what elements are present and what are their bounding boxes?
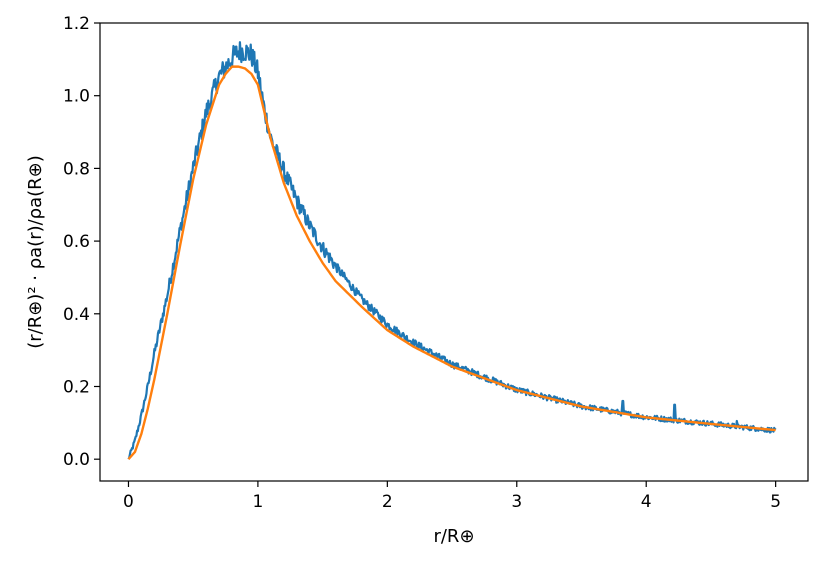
y-tick-label: 0.2: [63, 377, 90, 397]
x-axis-label: r/R⊕: [433, 526, 474, 547]
x-axis-label-text: r/R⊕: [433, 526, 474, 547]
plot-area: [99, 22, 809, 482]
axes-frame: [99, 22, 809, 482]
y-axis-label-text: (r/R⊕)² · ρa(r)/ρa(R⊕): [25, 155, 46, 349]
x-tick-label: 3: [511, 492, 522, 512]
y-tick-label: 0.4: [63, 305, 90, 325]
y-tick-label: 0.8: [63, 159, 90, 179]
x-axis-ticks: 0 1 2 3 4 5: [123, 481, 781, 512]
series-line-smooth: [127, 65, 776, 460]
x-tick-label: 2: [382, 492, 393, 512]
series-layer: [127, 41, 777, 460]
x-tick-label: 4: [641, 492, 652, 512]
y-axis-label: (r/R⊕)² · ρa(r)/ρa(R⊕): [25, 155, 46, 349]
y-tick-label: 1.2: [63, 14, 90, 34]
x-tick-label: 0: [123, 492, 134, 512]
y-tick-label: 1.0: [63, 87, 90, 107]
x-tick-label: 5: [770, 492, 781, 512]
y-axis-ticks: 0.0 0.2 0.4 0.6 0.8 1.0 1.2: [63, 14, 100, 470]
y-tick-label: 0.0: [63, 450, 90, 470]
series-line-noisy: [127, 41, 777, 460]
x-tick-label: 1: [252, 492, 263, 512]
y-tick-label: 0.6: [63, 232, 90, 252]
